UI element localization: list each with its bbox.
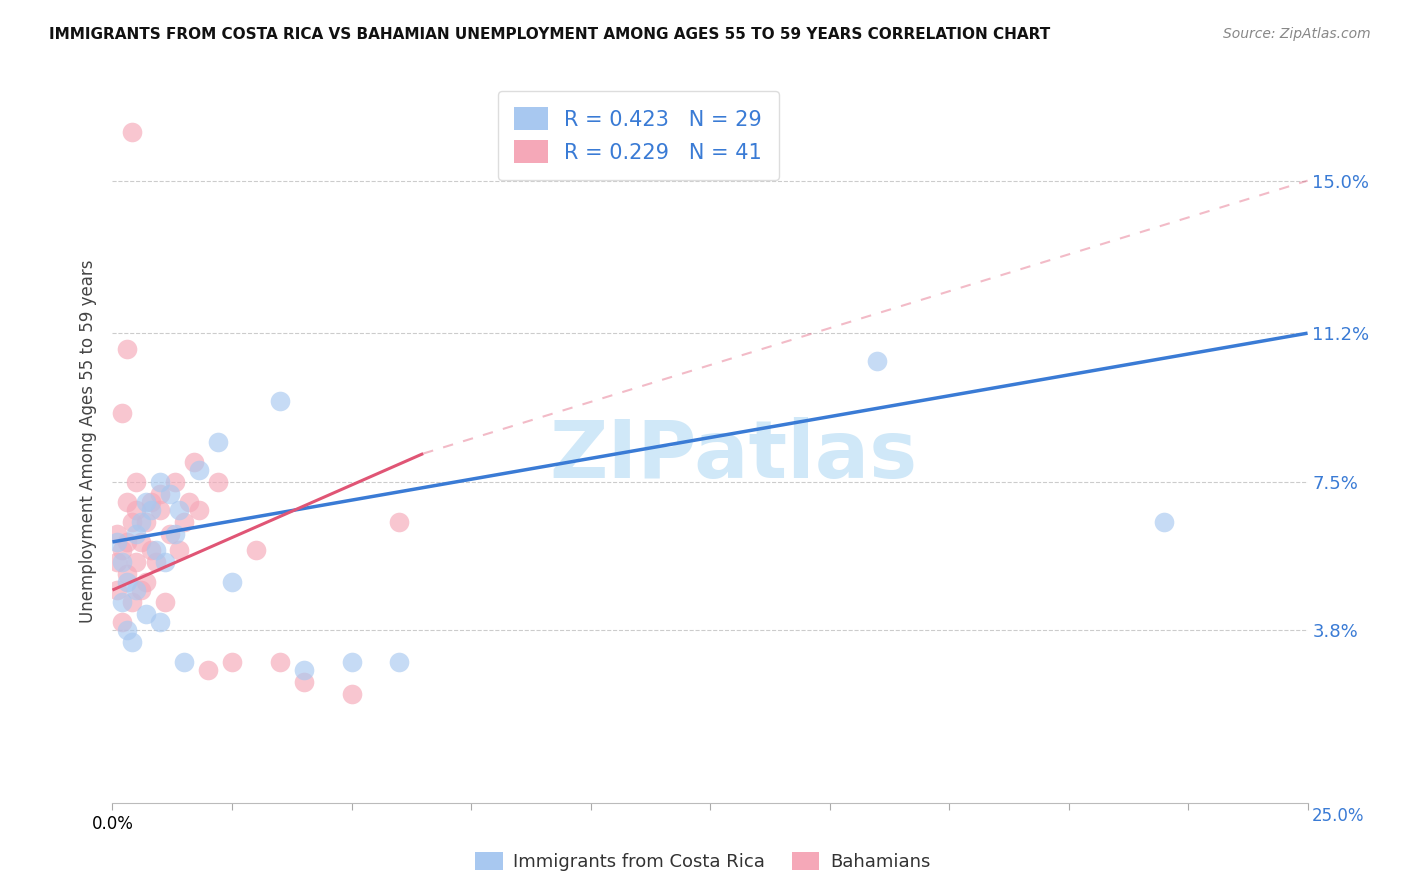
Point [197, 664, 219, 678]
Point [105, 555, 128, 569]
Point [177, 494, 200, 508]
Point [115, 623, 138, 637]
Point [388, 515, 411, 529]
Text: Source: ZipAtlas.com: Source: ZipAtlas.com [1223, 27, 1371, 41]
Point [183, 454, 205, 469]
Legend: Immigrants from Costa Rica, Bahamians: Immigrants from Costa Rica, Bahamians [468, 845, 938, 879]
Point [135, 515, 157, 529]
Point [121, 595, 143, 609]
Point [111, 615, 134, 630]
Point [149, 475, 172, 489]
Point [125, 475, 148, 489]
Point [245, 542, 267, 557]
Point [340, 687, 363, 701]
Point [149, 487, 172, 501]
Point [153, 555, 176, 569]
Point [207, 434, 229, 449]
Point [163, 526, 186, 541]
Point [340, 655, 363, 669]
Point [139, 502, 162, 516]
Point [135, 574, 157, 589]
Point [292, 664, 315, 678]
Point [163, 475, 186, 489]
Point [125, 502, 148, 516]
Point [221, 574, 243, 589]
Point [125, 583, 148, 598]
Point [121, 125, 143, 139]
Point [866, 354, 889, 368]
Point [115, 574, 138, 589]
Point [111, 542, 134, 557]
Point [135, 494, 157, 508]
Point [129, 515, 152, 529]
Point [145, 555, 167, 569]
Point [221, 655, 243, 669]
Point [111, 555, 134, 569]
Point [115, 342, 138, 356]
Point [125, 555, 148, 569]
Text: ZIPatlas: ZIPatlas [550, 417, 918, 495]
Point [149, 502, 172, 516]
Text: 25.0%: 25.0% [1312, 807, 1364, 825]
Point [388, 655, 411, 669]
Point [115, 494, 138, 508]
Point [139, 542, 162, 557]
Point [1153, 515, 1175, 529]
Point [129, 583, 152, 598]
Point [173, 655, 195, 669]
Point [149, 615, 172, 630]
Point [135, 607, 157, 621]
Point [169, 542, 191, 557]
Point [173, 515, 195, 529]
Point [269, 655, 291, 669]
Point [125, 526, 148, 541]
Point [292, 675, 315, 690]
Point [105, 583, 128, 598]
Point [115, 567, 138, 582]
Point [105, 534, 128, 549]
Point [153, 595, 176, 609]
Point [129, 534, 152, 549]
Point [269, 394, 291, 409]
Point [115, 534, 138, 549]
Point [169, 502, 191, 516]
Point [121, 635, 143, 649]
Point [139, 494, 162, 508]
Point [207, 475, 229, 489]
Point [121, 515, 143, 529]
Point [159, 526, 181, 541]
Y-axis label: Unemployment Among Ages 55 to 59 years: Unemployment Among Ages 55 to 59 years [79, 260, 97, 624]
Point [111, 595, 134, 609]
Point [145, 542, 167, 557]
Point [111, 407, 134, 421]
Point [187, 462, 209, 476]
Text: IMMIGRANTS FROM COSTA RICA VS BAHAMIAN UNEMPLOYMENT AMONG AGES 55 TO 59 YEARS CO: IMMIGRANTS FROM COSTA RICA VS BAHAMIAN U… [49, 27, 1050, 42]
Legend: R = 0.423   N = 29, R = 0.229   N = 41: R = 0.423 N = 29, R = 0.229 N = 41 [498, 91, 779, 180]
Point [159, 487, 181, 501]
Point [105, 526, 128, 541]
Point [187, 502, 209, 516]
